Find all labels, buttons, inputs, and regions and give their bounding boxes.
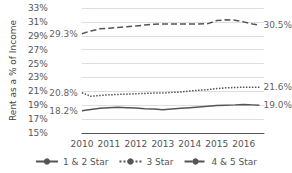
svg-text:23%: 23% xyxy=(28,72,48,82)
svg-text:4 & 5 Star: 4 & 5 Star xyxy=(212,157,258,167)
svg-text:2016: 2016 xyxy=(232,139,255,149)
svg-text:2015: 2015 xyxy=(205,139,228,149)
svg-text:19.0%: 19.0% xyxy=(263,100,292,110)
svg-text:2012: 2012 xyxy=(124,139,147,149)
svg-text:27%: 27% xyxy=(28,45,48,55)
svg-text:29.3%: 29.3% xyxy=(49,29,78,39)
svg-text:2011: 2011 xyxy=(97,139,120,149)
svg-text:33%: 33% xyxy=(28,3,48,13)
svg-text:20.8%: 20.8% xyxy=(49,88,78,98)
svg-text:30.5%: 30.5% xyxy=(263,20,292,30)
svg-text:Rent as a % of Income: Rent as a % of Income xyxy=(8,20,18,121)
svg-text:21.6%: 21.6% xyxy=(263,82,292,92)
svg-text:15%: 15% xyxy=(28,128,48,138)
svg-text:2014: 2014 xyxy=(178,139,201,149)
svg-text:25%: 25% xyxy=(28,59,48,69)
svg-text:2010: 2010 xyxy=(70,139,93,149)
svg-text:31%: 31% xyxy=(28,17,48,27)
svg-text:2013: 2013 xyxy=(151,139,174,149)
svg-text:3 Star: 3 Star xyxy=(146,157,173,167)
svg-text:21%: 21% xyxy=(28,86,48,96)
svg-text:19%: 19% xyxy=(28,100,48,110)
svg-text:1 & 2 Star: 1 & 2 Star xyxy=(63,157,109,167)
svg-text:17%: 17% xyxy=(28,114,48,124)
svg-text:29%: 29% xyxy=(28,31,48,41)
svg-text:18.2%: 18.2% xyxy=(49,106,78,116)
